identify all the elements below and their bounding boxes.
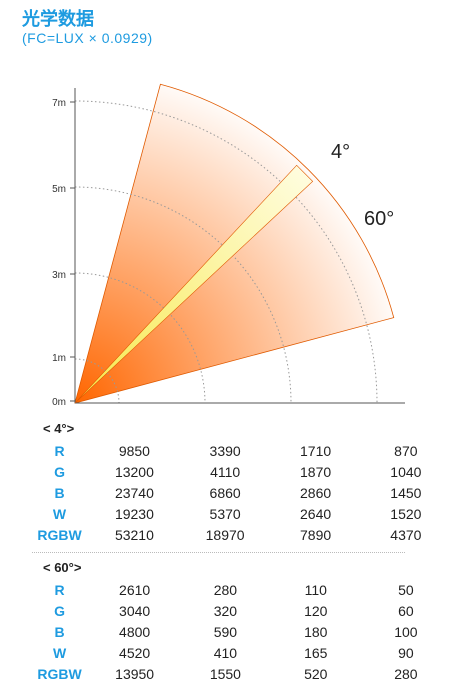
narrow-beam-cone	[74, 164, 314, 404]
table-row: R 9850 3390 1710 870	[30, 440, 451, 461]
row-label: G	[54, 463, 65, 480]
table-cell: 1040	[390, 463, 422, 480]
table-cell: 4110	[210, 463, 241, 480]
table-cell: 180	[304, 623, 328, 640]
row-label: B	[54, 484, 65, 501]
table-cell: 3040	[119, 602, 151, 619]
table-cell: 1710	[300, 442, 332, 459]
page-subtitle: (FC=LUX × 0.0929)	[22, 30, 153, 46]
page-title: 光学数据	[22, 9, 94, 29]
table-cell: 9850	[118, 442, 150, 459]
table-row: G 3040 320 120 60	[30, 600, 451, 621]
table-cell: 2610	[119, 581, 151, 598]
table-cell: 3390	[209, 442, 241, 459]
row-label: B	[54, 623, 65, 640]
table-cell: 13950	[115, 665, 155, 682]
wide-beam-label: 60°	[364, 208, 394, 230]
table-cell: 110	[304, 581, 327, 598]
table-row: W 4520 410 165 90	[30, 642, 451, 663]
table-row: B 23740 6860 2860 1450	[30, 482, 451, 503]
row-label: RGBW	[37, 526, 82, 543]
table-60deg-label: < 60°>	[43, 560, 82, 575]
table-cell: 2640	[300, 505, 332, 522]
distance-label: 3m	[52, 270, 66, 281]
table-cell: 13200	[114, 463, 154, 480]
table-cell: 280	[394, 665, 418, 682]
table-cell: 120	[304, 602, 328, 619]
table-cell: 1870	[300, 463, 332, 480]
table-cell: 4800	[119, 623, 151, 640]
table-cell: 1450	[390, 484, 422, 501]
narrow-beam-label: 4°	[331, 141, 350, 163]
table-cell: 100	[394, 623, 418, 640]
table-row: RGBW 13950 1550 520 280	[30, 663, 451, 684]
row-label: W	[52, 505, 67, 522]
table-cell: 6860	[209, 484, 241, 501]
table-row: R 2610 280 110 50	[30, 579, 451, 600]
table-cell: 4520	[119, 644, 151, 661]
table-cell: 410	[213, 644, 238, 661]
table-row: G 13200 4110 1870 1040	[30, 461, 451, 482]
table-cell: 1520	[390, 505, 422, 522]
row-label: W	[52, 644, 67, 661]
table-cell: 520	[304, 665, 328, 682]
distance-label: 7m	[52, 98, 66, 109]
table-cell: 870	[394, 442, 418, 459]
table-cell: 320	[213, 602, 238, 619]
row-label: R	[54, 442, 65, 459]
row-label: RGBW	[37, 665, 82, 682]
table-4deg: R 9850 3390 1710 870 G 13200 4110 1870 1040 B 23740…	[30, 440, 451, 545]
distance-arc	[74, 186, 292, 404]
table-cell: 280	[213, 581, 238, 598]
distance-arc	[74, 272, 206, 404]
table-separator	[32, 552, 405, 553]
table-row: W 19230 5370 2640 1520	[30, 503, 451, 524]
table-4deg-label: < 4°>	[43, 421, 75, 436]
table-cell: 18970	[205, 526, 245, 543]
table-60deg: R 2610 280 110 50 G 3040 320 120 60 B 4800 590 180 100…	[30, 579, 451, 684]
table-cell: 5370	[209, 505, 241, 522]
table-cell: 2860	[300, 484, 332, 501]
table-cell: 590	[213, 623, 238, 640]
table-cell: 4370	[390, 526, 422, 543]
table-cell: 1550	[209, 665, 241, 682]
table-cell: 19230	[114, 505, 154, 522]
table-cell: 53210	[114, 526, 154, 543]
beam-angle-diagram: 7m 5m 3m 1m 0m 4° 60°	[52, 83, 405, 408]
table-cell: 23740	[114, 484, 154, 501]
distance-label: 1m	[52, 353, 66, 364]
row-label: R	[54, 581, 65, 598]
table-cell: 7890	[300, 526, 332, 543]
table-row: RGBW 53210 18970 7890 4370	[30, 524, 451, 545]
table-cell: 50	[398, 581, 414, 598]
distance-label: 0m	[52, 397, 66, 408]
table-cell: 90	[398, 644, 414, 661]
distance-arc	[74, 358, 120, 404]
distance-label: 5m	[52, 184, 66, 195]
row-label: G	[54, 602, 66, 619]
table-cell: 165	[304, 644, 328, 661]
table-cell: 60	[398, 602, 414, 619]
table-row: B 4800 590 180 100	[30, 621, 451, 642]
